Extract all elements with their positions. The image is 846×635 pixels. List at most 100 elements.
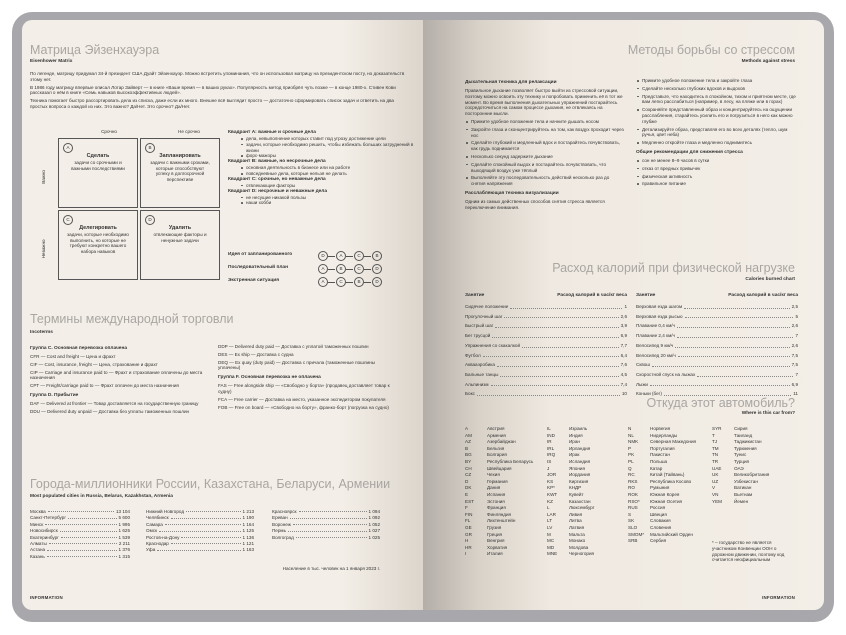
code: B xyxy=(465,445,469,451)
country: Эстония xyxy=(487,498,505,504)
section: Города-миллионники России, Казахстана, Б… xyxy=(30,477,415,491)
code-column: SYR Сирия T Таиланд TJ Таджикистан TM Туркмения… xyxy=(712,426,792,505)
country: Казахстан xyxy=(569,498,591,504)
section-subtitle: Calories burned chart xyxy=(745,277,795,282)
header-row: Занятие Расход калорий в час/кг веса xyxy=(636,293,798,299)
row-value: 10 xyxy=(621,391,627,397)
country: Мальтийский Орден xyxy=(650,531,693,537)
section: Матрица Эйзенхауэра xyxy=(30,43,410,57)
list-item: наши хобби xyxy=(240,200,418,206)
list-item: Выполняйте эту последовательность действ… xyxy=(465,175,625,187)
row-label: Бальные танцы xyxy=(465,371,499,377)
term: FAS — Free alongside ship — «Свободно у … xyxy=(218,383,390,394)
flow: Последовательный план xyxy=(228,265,318,271)
row-value: 1 376 xyxy=(118,547,131,553)
flow-step: C xyxy=(336,277,346,287)
country: Турция xyxy=(734,458,750,464)
row-label: Краснодар xyxy=(146,541,169,547)
code-row: IR Иран xyxy=(547,439,627,446)
country: Германия xyxy=(487,478,508,484)
code: IRL xyxy=(547,445,555,451)
country: Тунис xyxy=(734,452,747,458)
incoterms-column: DDP — Delivered duty paid — Доставка с у… xyxy=(218,342,398,410)
quadrant-letter: B xyxy=(145,143,155,153)
country: Киргизия xyxy=(569,478,589,484)
code-row: IRQ Ирак xyxy=(547,452,627,459)
code-row: S Швеция xyxy=(628,512,708,519)
footer: INFORMATION xyxy=(30,595,110,601)
row-value: 7,7 xyxy=(620,342,627,348)
row-label: Нижний Новгород xyxy=(146,509,185,514)
row-label: Новосибирск xyxy=(30,528,58,534)
code-row: AM Армения xyxy=(465,433,545,440)
code: V xyxy=(712,485,716,491)
country: Япония xyxy=(569,465,585,471)
code-row: KP* КНДР xyxy=(547,485,627,492)
row-value: 1 025 xyxy=(368,534,381,540)
code-row: SK Словакия xyxy=(628,518,708,525)
row-label: Ереван xyxy=(272,515,288,521)
country: Катар xyxy=(650,465,663,471)
code-row: UK Великобритания xyxy=(712,472,792,479)
country: Лихтенштейн xyxy=(487,518,516,524)
section: Расход калорий при физической нагрузке xyxy=(465,261,795,275)
group-heading: Группа D. Прибытие xyxy=(30,392,79,398)
code-row: MD Молдова xyxy=(547,545,627,552)
list-item: отвлекающие факторы xyxy=(240,183,418,189)
code-row: E Испания xyxy=(465,492,545,499)
term: CIF — Cost, insurance, freight — Цена, с… xyxy=(30,361,158,367)
note: * – государство не является участником К… xyxy=(712,540,797,563)
paragraph: Одним из самых действенных способов снят… xyxy=(465,198,605,210)
code-row: AZ Азербайджан xyxy=(465,439,545,446)
quadrant-letter: D xyxy=(145,215,155,225)
code-row: D Германия xyxy=(465,479,545,486)
country: Португалия xyxy=(650,445,675,451)
block-heading: Дыхательная техника для релаксации xyxy=(465,80,557,85)
code: N xyxy=(628,426,632,431)
row-value: 2 211 xyxy=(118,541,130,547)
code-row: I Италия xyxy=(465,551,545,558)
city-row: Санкт-Петербург 5 600 xyxy=(30,515,130,521)
row-value: 1 625 xyxy=(118,528,131,534)
quadrant-heading: Делегировать xyxy=(79,225,117,231)
term: FCA — Free carrier — Доставка на место, … xyxy=(218,396,386,402)
section: Методы борьбы со стрессом xyxy=(465,43,795,57)
list-item: задачи, которые необходимо решить, чтобы… xyxy=(240,142,418,154)
flow-label: Экстренная ситуация xyxy=(228,278,280,283)
code-row: UAE ОАЭ xyxy=(712,466,792,473)
section-title: Города-миллионники России, Казахстана, Б… xyxy=(30,477,391,491)
section: Термины международной торговли xyxy=(30,312,410,326)
row-value: 2,6 xyxy=(620,313,627,319)
term: CFR — Cost and freight — Цена и фрахт xyxy=(30,354,116,359)
row-label: Ростов-на-Дону xyxy=(146,534,180,540)
city-row: Минск 1 995 xyxy=(30,522,130,528)
code: TN xyxy=(712,452,719,458)
term: FOB — Free on board — «Свободно на борту… xyxy=(218,404,389,410)
country: Ирак xyxy=(569,452,580,458)
city-row: Ереван 1 092 xyxy=(272,515,380,521)
header-cell: Занятие xyxy=(636,293,656,298)
flow-step: D xyxy=(372,277,382,287)
calorie-row: Сидячее положение 1 xyxy=(465,302,627,312)
calorie-row: Лыжи 6,9 xyxy=(636,380,798,390)
code-column: IL Израиль IND Индия IR Иран IRL Ирландия IRQ Ира… xyxy=(547,426,627,558)
list-item: Представьте, что находитесь в спокойном,… xyxy=(636,94,796,106)
flow-arrow xyxy=(364,268,371,270)
code: LV xyxy=(547,524,553,530)
code: E xyxy=(465,491,469,497)
code: PK xyxy=(628,452,635,458)
code: MC xyxy=(547,538,555,544)
list-item: отказ от вредных привычек xyxy=(636,166,796,172)
row-label: Велосипед 20 км/ч xyxy=(636,352,676,358)
calorie-row: Упражнения со скакалкой 7,7 xyxy=(465,341,627,351)
country: Армения xyxy=(487,432,506,438)
row-value: 13 104 xyxy=(115,509,130,514)
list-item: Закройте глаза и сконцентрируйтесь на то… xyxy=(465,127,625,139)
quadrant-text: задачи с важными сроками, которые способ… xyxy=(150,160,210,182)
section-title: Откуда этот автомобиль? xyxy=(646,396,795,410)
row-value: 1 121 xyxy=(242,541,255,547)
country: ОАЭ xyxy=(734,465,744,471)
section-subtitle: Eisenhower Matrix xyxy=(30,59,73,64)
row-value: 5 600 xyxy=(118,515,131,521)
code: FL xyxy=(465,518,471,524)
